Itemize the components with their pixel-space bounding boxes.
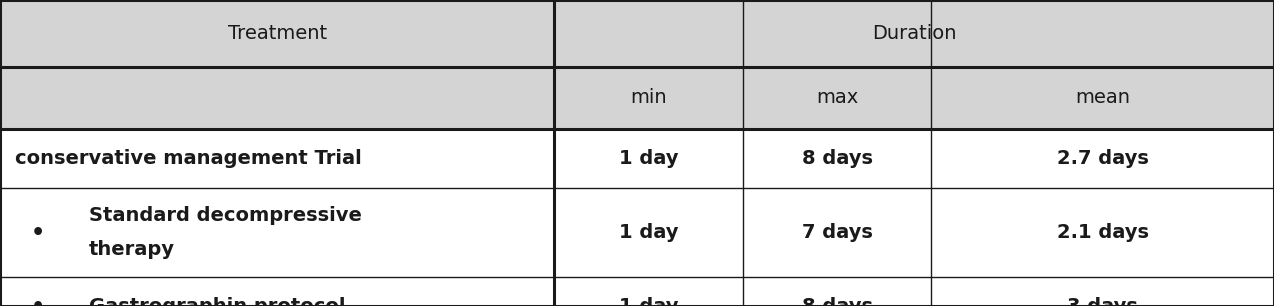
Text: Standard decompressive
therapy: Standard decompressive therapy: [89, 206, 362, 259]
Text: 1 day: 1 day: [619, 223, 678, 242]
Bar: [0, 188, 1274, 277]
Bar: [0, 67, 554, 129]
Bar: [554, 67, 743, 129]
Bar: [931, 67, 1274, 129]
Text: mean: mean: [1075, 88, 1130, 107]
Text: •: •: [31, 222, 46, 243]
Bar: [743, 67, 931, 129]
Bar: [0, 277, 1274, 306]
Text: 8 days: 8 days: [801, 297, 873, 306]
Text: 1 day: 1 day: [619, 149, 678, 168]
Text: 3 days: 3 days: [1068, 297, 1138, 306]
Text: 2.7 days: 2.7 days: [1056, 149, 1149, 168]
Text: conservative management Trial: conservative management Trial: [15, 149, 362, 168]
Text: Duration: Duration: [871, 24, 957, 43]
Text: 8 days: 8 days: [801, 149, 873, 168]
Text: Treatment: Treatment: [228, 24, 326, 43]
Text: 2.1 days: 2.1 days: [1056, 223, 1149, 242]
Text: max: max: [815, 88, 859, 107]
Bar: [0, 0, 554, 67]
Text: min: min: [631, 88, 666, 107]
Text: 7 days: 7 days: [801, 223, 873, 242]
Text: Gastrographin protocol: Gastrographin protocol: [89, 297, 345, 306]
Bar: [554, 0, 1274, 67]
Bar: [0, 129, 1274, 188]
Text: 1 day: 1 day: [619, 297, 678, 306]
Text: •: •: [31, 297, 46, 306]
